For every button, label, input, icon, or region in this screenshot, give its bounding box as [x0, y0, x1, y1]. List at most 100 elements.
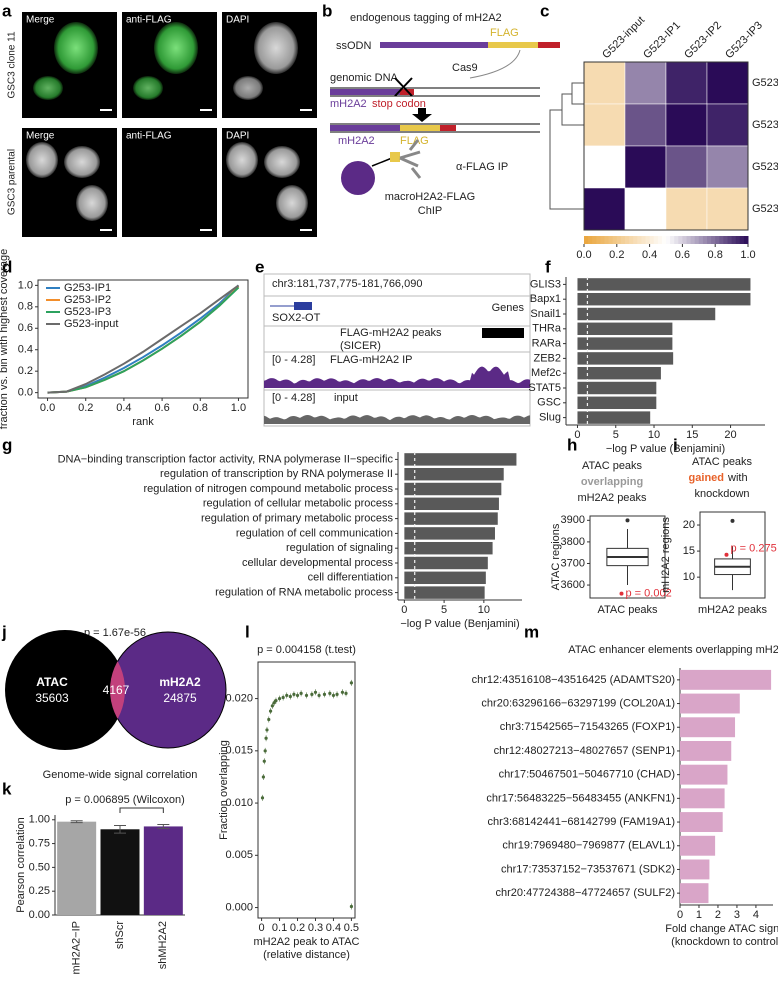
colorbar-segment: [678, 236, 683, 244]
bar: [404, 586, 485, 599]
colorbar-segment: [604, 236, 610, 244]
y-tick-label: 0.75: [29, 837, 50, 849]
x-axis-label: mH2A2 peak to ATAC: [254, 936, 360, 948]
micrograph: [122, 128, 217, 237]
colorbar-segment: [588, 236, 593, 244]
legend-label: G253-IP1: [64, 282, 111, 294]
point: [335, 692, 339, 696]
column-label: G523-IP1: [641, 19, 683, 61]
panel-label: l: [245, 622, 250, 641]
row-label: GSC3 clone 11: [7, 31, 18, 99]
category-label: GSC: [537, 397, 561, 409]
chart-title: with: [727, 472, 748, 484]
colorbar-label: 0.4: [642, 249, 657, 261]
bar: [680, 859, 710, 880]
bar: [680, 764, 728, 785]
category-label: GLIS3: [530, 278, 561, 290]
heatmap-cell: [583, 145, 626, 189]
outlier: [625, 518, 630, 523]
point: [277, 696, 282, 701]
x-tick-label: 10: [478, 604, 490, 616]
venn-label: mH2A2: [159, 675, 201, 689]
plot-frame: [589, 515, 666, 599]
heatmap-cell: [583, 187, 626, 231]
colorbar-segment: [653, 236, 659, 244]
y-tick-label: 0.010: [225, 797, 253, 809]
y-tick-label: 1.0: [18, 279, 33, 291]
x-tick-label: 2: [715, 909, 721, 921]
category-label: chr20:47724388−47724657 (SULF2): [496, 887, 676, 899]
bar: [404, 453, 517, 466]
bar: [100, 829, 140, 915]
x-tick-label: 0.5: [344, 922, 359, 934]
sequence: [440, 125, 456, 131]
outlier: [730, 518, 735, 523]
point: [331, 693, 336, 698]
micrograph-label: anti-FLAG: [126, 131, 172, 142]
bar: [577, 292, 751, 306]
micrograph-label: DAPI: [226, 131, 249, 142]
chart-title: gained: [689, 472, 724, 484]
bar: [404, 512, 498, 525]
venn-count: 35603: [35, 691, 69, 705]
point: [263, 749, 267, 753]
nucleus: [254, 22, 298, 74]
nucleus: [233, 76, 263, 100]
point: [344, 691, 348, 695]
point: [260, 796, 265, 800]
heatmap-cell: [624, 187, 667, 231]
panel-label: c: [540, 1, 549, 20]
category-label: regulation of cell communication: [236, 527, 393, 539]
bar: [577, 396, 657, 410]
y-axis-label: Fraction overlapping: [218, 740, 230, 840]
category-label: regulation of RNA metabolic process: [215, 587, 393, 599]
x-axis-label: Fold change ATAC signal: [665, 923, 778, 935]
bar: [680, 717, 736, 738]
colorbar-segment: [698, 236, 704, 244]
colorbar-segment: [723, 236, 728, 244]
heatmap-cell: [624, 145, 667, 189]
bar: [577, 352, 674, 365]
point: [264, 736, 268, 740]
bar: [680, 835, 716, 856]
panel-label: m: [524, 622, 539, 641]
heatmap-cell: [706, 61, 749, 105]
x-tick-label: 1: [696, 909, 702, 921]
x-tick-label: 0.1: [272, 922, 287, 934]
panel-label: j: [1, 622, 7, 641]
category-label: chr12:48027213−48027657 (SENP1): [494, 745, 675, 757]
row-label: GSC3 parental: [7, 149, 18, 215]
bar: [404, 556, 488, 570]
point: [288, 694, 292, 699]
bar: [577, 411, 651, 424]
signal-track: [264, 415, 530, 424]
category-label: chr17:56483225−56483455 (ANKFN1): [486, 792, 675, 804]
category-label: chr3:68142441−68142799 (FAM19A1): [488, 816, 675, 828]
y-axis-label: ATAC regions: [550, 523, 562, 590]
colorbar-segment: [661, 236, 667, 244]
nucleosome: [341, 161, 375, 195]
heatmap-frame: [583, 61, 749, 231]
bar: [404, 467, 504, 481]
row-label: G523-IP2: [752, 119, 778, 131]
x-tick-label: 20: [724, 429, 736, 441]
tagging-diagram: endogenous tagging of mH2A2 ssODN FLAG C…: [330, 12, 560, 217]
diagram-label: genomic DNA: [330, 72, 399, 84]
nucleus: [76, 185, 108, 221]
colorbar-segment: [612, 236, 618, 244]
colorbar-segment: [694, 236, 700, 244]
venn-count: 24875: [163, 691, 197, 705]
point: [340, 690, 345, 694]
error-bar: [70, 820, 83, 824]
x-tick-label: 0.0: [40, 402, 55, 414]
diagram-label: macroH2A2-FLAG: [385, 191, 475, 203]
x-tick-label: 0: [574, 429, 580, 441]
venn: p = 1.67e-56 ATAC 35603 4167 mH2A2 24875: [5, 627, 227, 750]
nucleus: [64, 146, 100, 178]
bar: [680, 883, 709, 904]
panel-label: a: [2, 1, 12, 20]
micrograph-label: anti-FLAG: [126, 15, 172, 26]
colorbar-segment: [707, 236, 712, 244]
panel-label: h: [567, 435, 577, 454]
chart-title: Genome-wide signal correlation: [43, 769, 198, 781]
